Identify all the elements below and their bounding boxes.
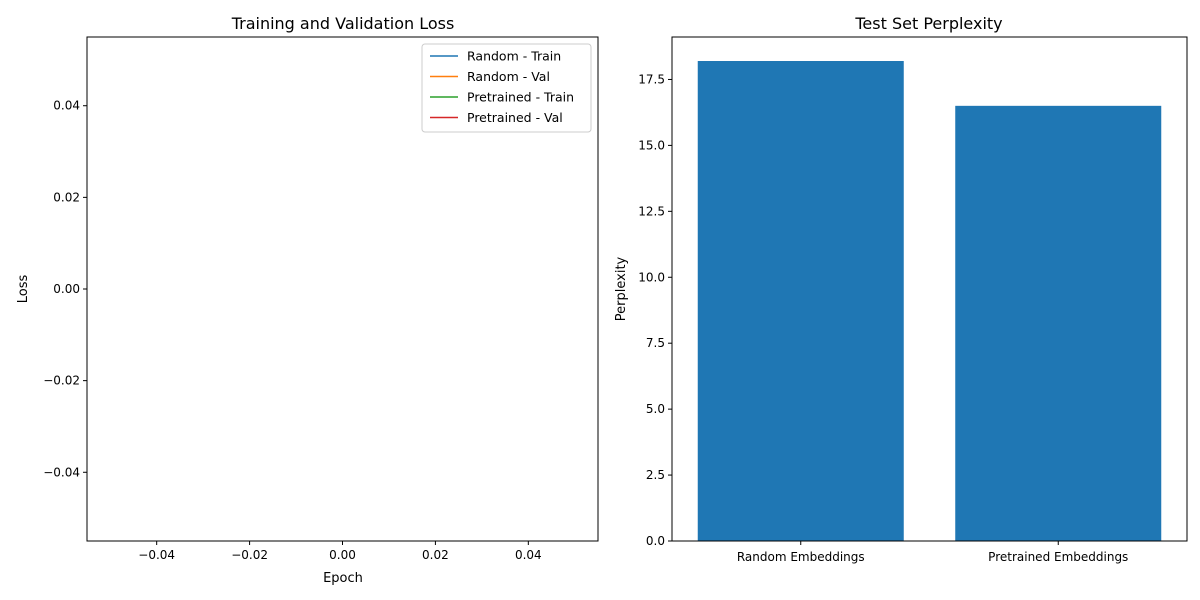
y-tick-label: −0.04 <box>43 465 80 479</box>
y-tick-label: 5.0 <box>646 402 665 416</box>
y-tick-label: 0.0 <box>646 534 665 548</box>
loss-chart-title: Training and Validation Loss <box>231 14 455 33</box>
y-tick-label: 12.5 <box>638 204 665 218</box>
x-tick-label: 0.02 <box>422 548 449 562</box>
category-label: Random Embeddings <box>737 550 865 564</box>
legend-label: Random - Val <box>467 69 550 84</box>
y-tick-label: 15.0 <box>638 138 665 152</box>
x-tick-label: 0.00 <box>329 548 356 562</box>
legend-label: Random - Train <box>467 49 561 64</box>
legend-box <box>421 43 592 133</box>
loss-chart-ylabel: Loss <box>16 275 31 304</box>
x-tick-label: −0.04 <box>138 548 175 562</box>
y-tick-label: 0.00 <box>53 282 80 296</box>
perplexity-plot-area: 0.0 2.5 5.0 7.5 10.0 12.5 15.0 17.5 Random Embed… <box>638 61 1162 564</box>
perplexity-chart: Test Set Perplexity 0.0 2.5 5.0 7.5 10.0 12.5… <box>614 14 1188 564</box>
y-tick-label: 7.5 <box>646 336 665 350</box>
y-tick-label: 0.04 <box>53 99 80 113</box>
loss-plot-frame <box>86 36 599 542</box>
loss-plot-area: −0.04 −0.02 0.00 0.02 0.04 −0.04 −0.02 0.00 0.02… <box>43 99 541 562</box>
legend-label: Pretrained - Train <box>467 90 574 105</box>
bar <box>955 105 1162 541</box>
bar <box>697 61 904 541</box>
y-tick-label: 17.5 <box>638 72 665 86</box>
loss-legend: Random - Train Random - Val Pretrained - T… <box>421 43 592 133</box>
y-tick-label: 2.5 <box>646 468 665 482</box>
category-label: Pretrained Embeddings <box>988 550 1128 564</box>
legend-label: Pretrained - Val <box>467 110 563 125</box>
x-tick-label: −0.02 <box>231 548 268 562</box>
y-tick-label: 0.02 <box>53 190 80 204</box>
loss-chart: Training and Validation Loss −0.04 −0.02 0… <box>16 14 599 586</box>
perplexity-chart-title: Test Set Perplexity <box>854 14 1002 33</box>
y-tick-label: −0.02 <box>43 374 80 388</box>
loss-chart-xlabel: Epoch <box>323 571 363 586</box>
x-tick-label: 0.04 <box>515 548 542 562</box>
perplexity-plot-frame <box>671 36 1188 542</box>
perplexity-chart-ylabel: Perplexity <box>614 256 629 321</box>
y-tick-label: 10.0 <box>638 270 665 284</box>
